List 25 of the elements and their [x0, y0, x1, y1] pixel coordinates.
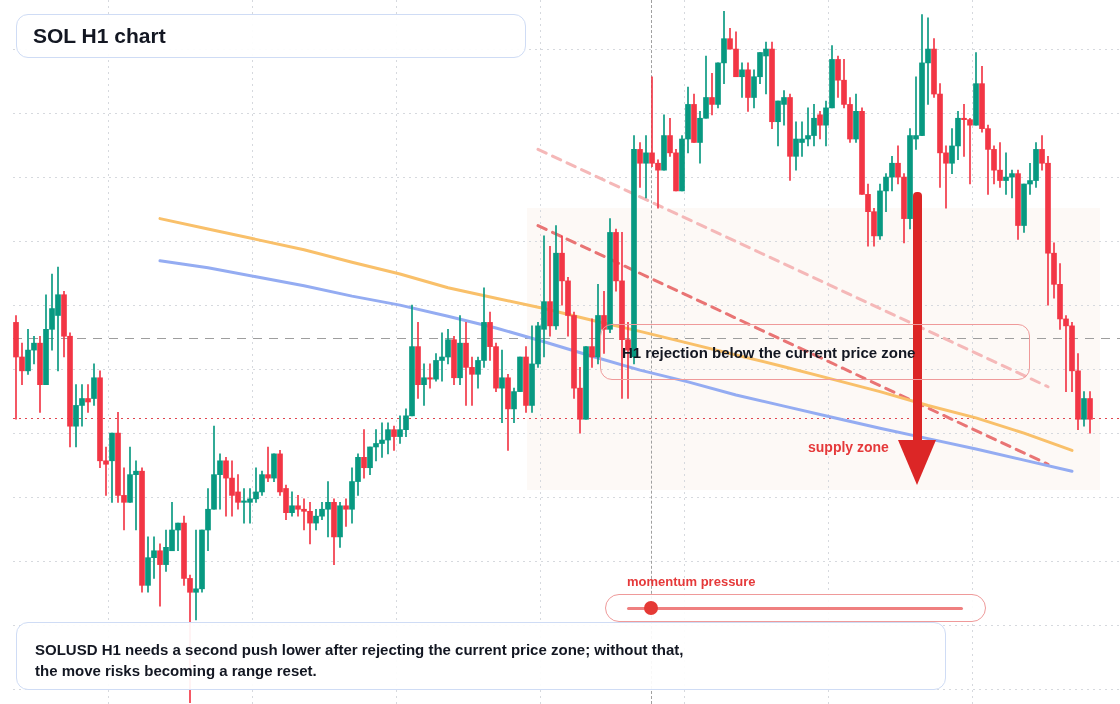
candlestick: [85, 384, 91, 413]
candlestick: [1003, 152, 1009, 195]
candlestick: [709, 72, 715, 116]
candlestick: [643, 135, 649, 199]
candlestick: [265, 446, 271, 482]
title-card: SOL H1 chart: [16, 14, 526, 58]
candlestick: [427, 363, 433, 389]
annotation: supply zone: [808, 439, 889, 455]
candlestick: [739, 62, 745, 98]
candlestick: [1009, 169, 1015, 199]
candlestick: [361, 429, 367, 479]
candlestick: [943, 145, 949, 209]
candlestick: [589, 318, 595, 368]
candlestick: [421, 363, 427, 406]
annotation: SOLUSD H1 needs a second push lower after rejecting the current price zone; without that, the move risks becoming a range reset.: [35, 640, 685, 681]
candlestick: [601, 290, 607, 354]
candlestick: [997, 142, 1003, 188]
note-card: SOLUSD H1 needs a second push lower after rejecting the current price zone; without that, the move risks becoming a range reset.: [16, 622, 946, 690]
candlestick: [1063, 315, 1069, 392]
candlestick: [343, 498, 349, 527]
annotation: momentum pressure: [627, 574, 756, 589]
candlestick: [253, 467, 259, 503]
candlestick: [499, 349, 505, 424]
candlestick: [157, 543, 163, 607]
candlestick: [925, 17, 931, 105]
